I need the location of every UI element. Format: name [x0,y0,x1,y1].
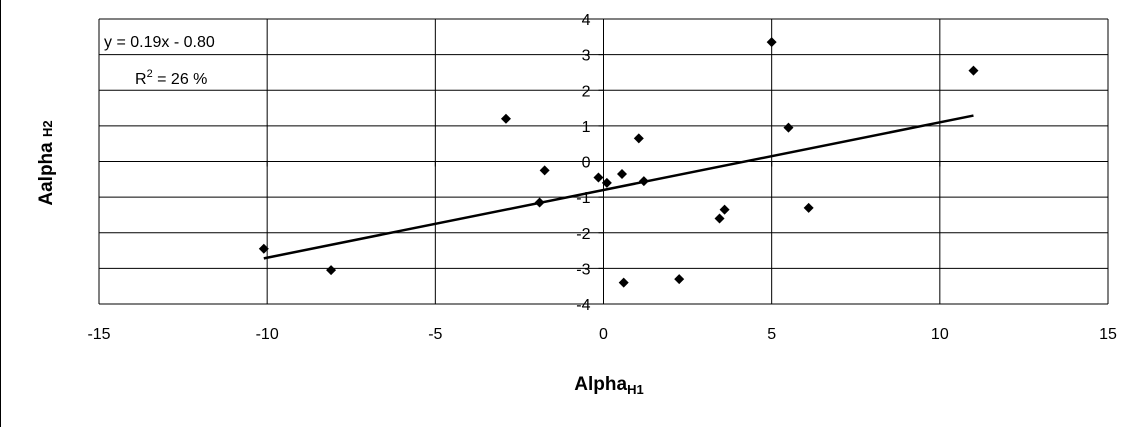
data-point-marker [534,197,545,208]
y-tick-label: 2 [582,83,591,100]
r-squared-label: R2 = 26 % [135,68,207,88]
data-point-marker [968,65,979,76]
trendline [263,114,974,260]
x-tick-label: -10 [256,326,279,343]
x-tick-label: 10 [931,326,949,343]
x-tick-label: 5 [767,326,776,343]
equation-label: y = 0.19x - 0.80 [104,34,215,51]
axes [98,18,1109,305]
data-point-marker [601,177,612,188]
data-point-marker [326,265,337,276]
data-points [258,37,979,288]
y-tick-label: -2 [576,226,590,243]
y-tick-label: -3 [576,261,590,278]
data-point-marker [593,172,604,183]
data-point-marker [258,243,269,254]
data-point-marker [719,204,730,215]
data-point-marker [638,176,649,187]
data-point-marker [783,122,794,133]
y-tick-label: 4 [582,12,591,29]
data-point-marker [539,165,550,176]
trendline-layer [263,114,974,260]
x-tick-label: -5 [428,326,442,343]
data-point-marker [803,202,814,213]
x-tick-label: 0 [599,326,608,343]
y-tick-label: 1 [582,119,591,136]
y-axis-title: Aalpha H2 [36,120,57,205]
x-axis-title: AlphaH1 [574,374,643,397]
regression-annotation: y = 0.19x - 0.80 R2 = 26 % [104,34,215,88]
data-point-marker [618,277,629,288]
data-point-marker [674,274,685,285]
y-tick-label: 0 [582,155,591,172]
y-tick-label: 3 [582,48,591,65]
data-point-marker [633,133,644,144]
data-point-marker [714,213,725,224]
data-point-marker [766,37,777,48]
x-tick-label: 15 [1099,326,1117,343]
data-point-marker [500,113,511,124]
data-point-marker [616,168,627,179]
y-tick-label: -4 [576,297,590,314]
x-tick-label: -15 [87,326,110,343]
